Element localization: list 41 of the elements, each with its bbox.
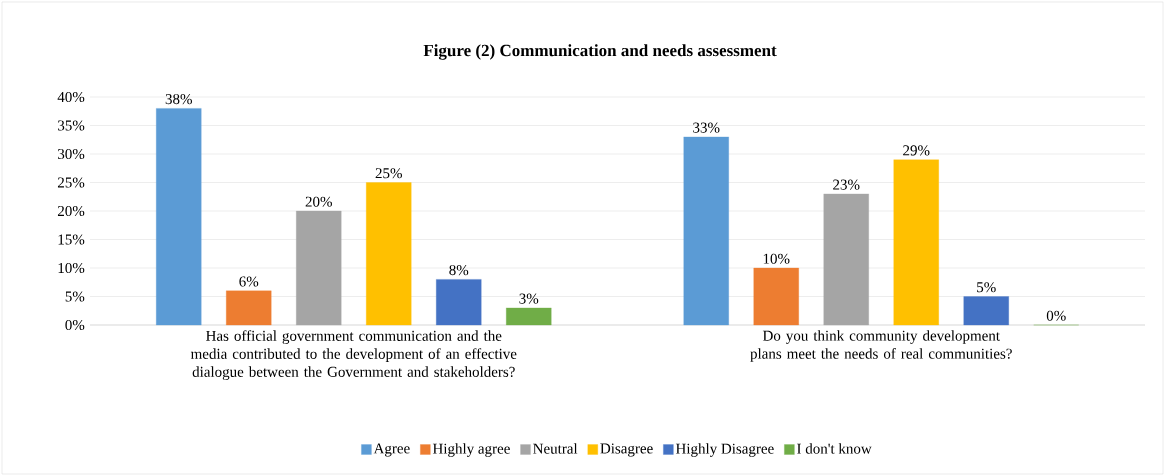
- bar: [683, 136, 729, 326]
- data-label: 6%: [239, 276, 259, 287]
- legend-label: Neutral: [533, 443, 578, 454]
- bar: [226, 290, 272, 326]
- bar: [366, 182, 412, 326]
- bar: [823, 193, 869, 326]
- bar: [296, 210, 342, 326]
- bar: [156, 108, 202, 326]
- y-tick-label: 30%: [58, 148, 85, 160]
- y-tick-label: 35%: [58, 120, 85, 131]
- data-label: 10%: [763, 253, 790, 264]
- bar: [506, 307, 552, 326]
- y-tick-label: 10%: [58, 262, 85, 274]
- bar: [963, 296, 1009, 326]
- legend-label: Agree: [373, 443, 410, 457]
- data-label: 20%: [305, 196, 332, 207]
- x-tick-label: Has official government communication and the media contributed to the development of an effective dialogue between the Government and stakeholders?: [190, 330, 517, 380]
- data-label: 38%: [165, 94, 192, 105]
- data-label: 8%: [449, 265, 469, 276]
- data-label: 5%: [977, 282, 996, 293]
- bar: [753, 267, 799, 326]
- data-label: 29%: [903, 145, 930, 156]
- legend-label: I don't know: [797, 443, 872, 454]
- legend-label: Highly agree: [432, 443, 510, 457]
- data-label: 25%: [375, 168, 402, 179]
- y-tick-label: 5%: [65, 291, 85, 302]
- data-label: 0%: [1046, 310, 1066, 321]
- x-tick-label: Do you think community development plans meet the needs of real communities?: [750, 330, 1012, 362]
- data-label: 23%: [833, 179, 860, 190]
- data-label: 3%: [519, 293, 539, 304]
- data-label: 33%: [693, 122, 720, 133]
- y-tick-label: 0%: [65, 319, 85, 331]
- chart-title: Figure (2) Communication and needs assessment: [423, 44, 777, 60]
- y-tick-label: 15%: [58, 234, 85, 245]
- y-tick-label: 40%: [57, 91, 85, 103]
- bar: [893, 159, 939, 326]
- legend-label: Disagree: [600, 443, 653, 457]
- y-tick-label: 25%: [57, 177, 85, 188]
- legend-label: Highly Disagree: [675, 443, 774, 457]
- bar: [436, 279, 482, 326]
- y-tick-label: 20%: [57, 205, 85, 217]
